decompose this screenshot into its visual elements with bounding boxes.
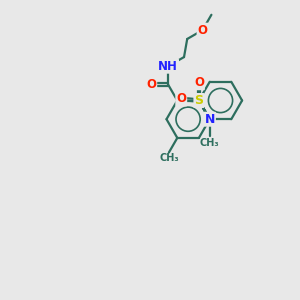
Text: NH: NH	[158, 60, 178, 73]
Text: O: O	[176, 92, 186, 106]
Text: S: S	[194, 94, 203, 107]
Text: O: O	[194, 76, 204, 89]
Text: CH₃: CH₃	[200, 139, 220, 148]
Text: O: O	[146, 78, 156, 91]
Text: O: O	[197, 24, 208, 37]
Text: N: N	[205, 113, 215, 126]
Text: CH₃: CH₃	[159, 152, 179, 163]
